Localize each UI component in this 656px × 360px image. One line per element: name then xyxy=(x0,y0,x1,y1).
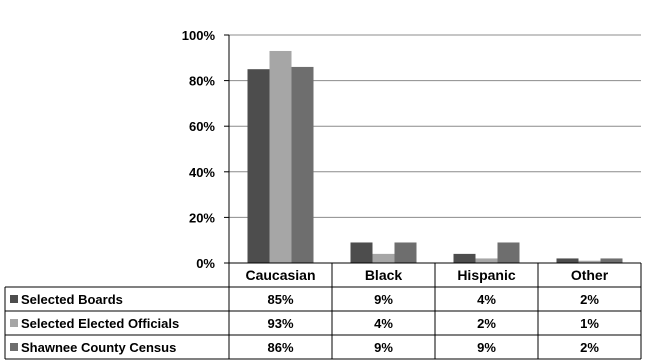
y-tick-label: 100% xyxy=(182,28,216,43)
category-label: Black xyxy=(365,267,403,283)
value-cell: 2% xyxy=(580,292,599,307)
bar xyxy=(291,66,314,263)
y-tick-label: 20% xyxy=(189,210,215,225)
value-cell: 1% xyxy=(580,316,599,331)
category-label: Hispanic xyxy=(457,267,516,283)
category-label: Caucasian xyxy=(245,267,315,283)
bar xyxy=(556,258,579,263)
y-tick-label: 40% xyxy=(189,165,215,180)
y-tick-label: 0% xyxy=(196,256,215,271)
legend-swatch xyxy=(10,295,18,303)
value-cell: 9% xyxy=(374,292,393,307)
value-cell: 4% xyxy=(477,292,496,307)
value-cell: 85% xyxy=(267,292,293,307)
value-cell: 93% xyxy=(267,316,293,331)
value-cell: 86% xyxy=(267,340,293,355)
bar xyxy=(372,253,395,263)
value-cell: 2% xyxy=(580,340,599,355)
bar xyxy=(247,69,270,263)
bar xyxy=(475,258,498,263)
value-cell: 9% xyxy=(477,340,496,355)
bar xyxy=(269,50,292,264)
y-tick-label: 60% xyxy=(189,119,215,134)
series-name: Shawnee County Census xyxy=(21,340,176,355)
y-tick-label: 80% xyxy=(189,74,215,89)
bar xyxy=(497,242,520,263)
series-name: Selected Elected Officials xyxy=(21,316,179,331)
legend-swatch xyxy=(10,319,18,327)
value-cell: 2% xyxy=(477,316,496,331)
bar xyxy=(600,258,623,263)
series-name: Selected Boards xyxy=(21,292,123,307)
bar xyxy=(453,253,476,263)
bar xyxy=(578,260,601,263)
bars xyxy=(247,50,623,264)
legend-swatch xyxy=(10,343,18,351)
value-cell: 4% xyxy=(374,316,393,331)
y-axis-ticks: 0% 20% 40% 60% 80% 100% xyxy=(182,28,230,271)
value-cell: 9% xyxy=(374,340,393,355)
data-table: Caucasian Black Hispanic Other Selected Boar… xyxy=(4,262,642,360)
category-label: Other xyxy=(571,267,609,283)
bar xyxy=(350,242,373,263)
bar xyxy=(394,242,417,263)
